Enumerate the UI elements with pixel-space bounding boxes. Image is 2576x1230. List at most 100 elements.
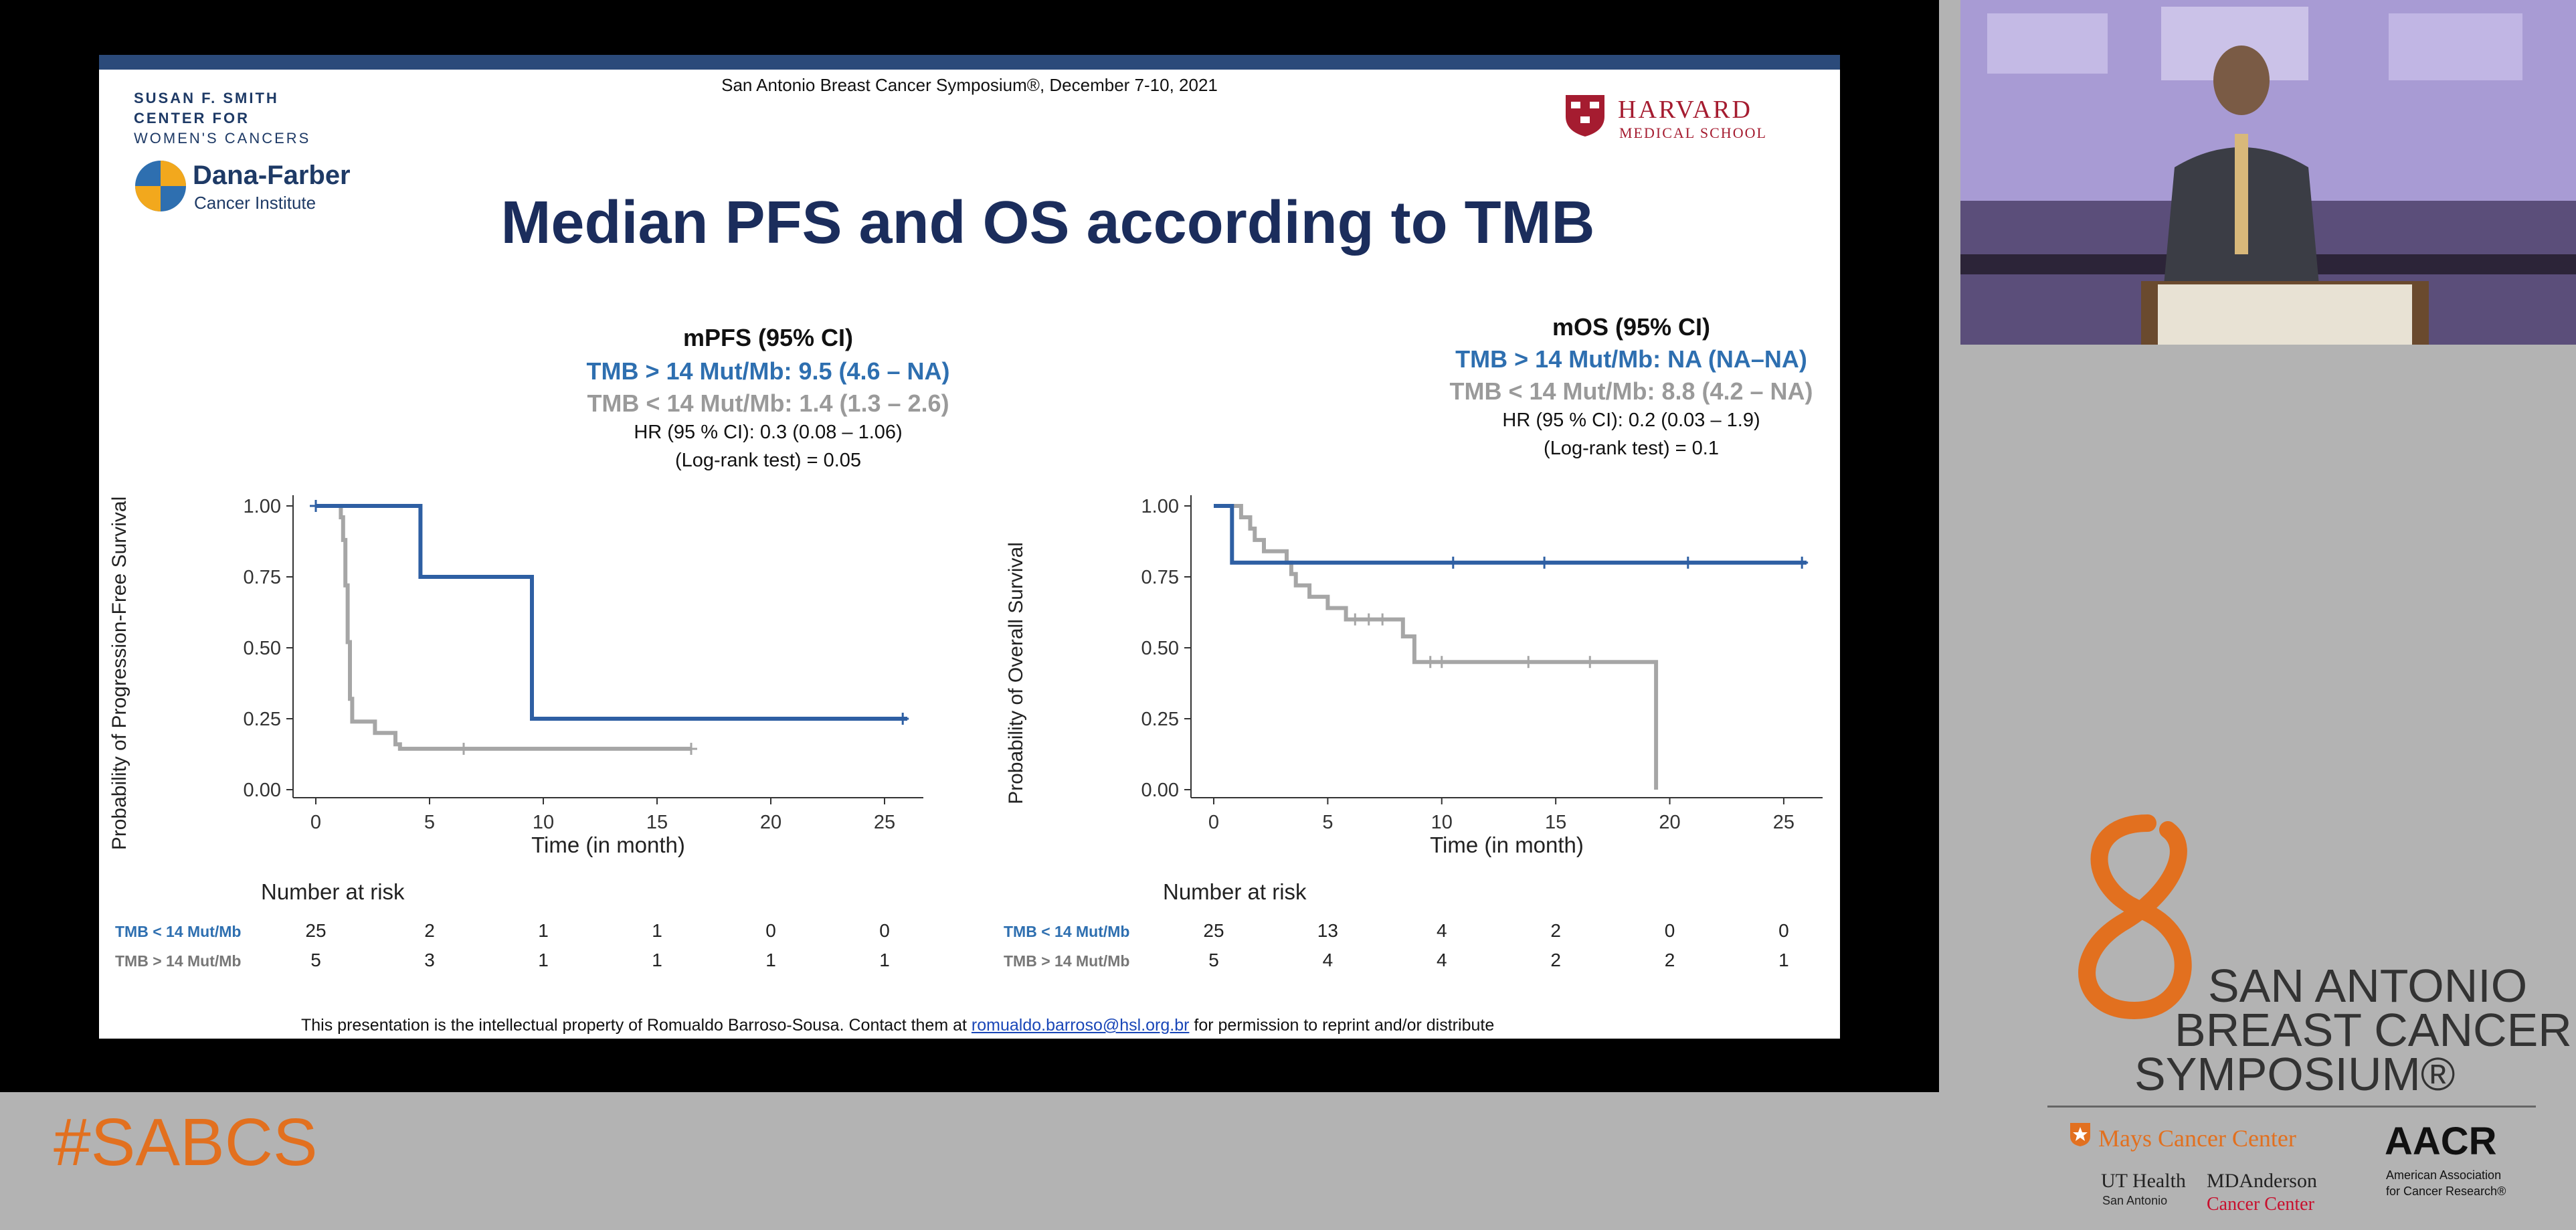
pfs-series-high-line (316, 504, 907, 721)
os-ytick-label: 0.00 (1141, 780, 1179, 801)
hashtag: #SABCS (54, 1105, 318, 1180)
os-ytick-label: 1.00 (1141, 496, 1179, 517)
symposium-line1: SAN ANTONIO (2208, 960, 2528, 1012)
dana-farber-sub: Cancer Institute (194, 193, 316, 213)
os-risk-value: 25 (1203, 920, 1224, 941)
slide-footer: This presentation is the intellectual pr… (301, 1016, 1494, 1035)
smith-line1: SUSAN F. SMITH (134, 90, 279, 106)
aacr-logo: AACR (2385, 1120, 2497, 1163)
os-risk-value: 2 (1665, 950, 1675, 970)
pfs-logrank: (Log-rank test) = 0.05 (674, 450, 862, 471)
pfs-risk-value: 3 (424, 950, 435, 970)
pfs-xtick-label: 10 (533, 812, 554, 833)
pfs-xtick-label: 5 (424, 812, 435, 833)
os-risk-value: 2 (1550, 920, 1561, 941)
pfs-hr: HR (95 % CI): 0.3 (0.08 – 1.06) (634, 422, 903, 443)
os-risk-value: 4 (1437, 920, 1447, 941)
os-risk-row-label: TMB < 14 Mut/Mb (1004, 923, 1129, 940)
os-xtick-label: 5 (1322, 812, 1333, 833)
os-risk-value: 0 (1665, 920, 1675, 941)
pfs-heading: mPFS (95% CI) (682, 324, 854, 351)
pfs-risk-value: 1 (652, 920, 662, 941)
os-risk-row-label: TMB > 14 Mut/Mb (1004, 952, 1129, 970)
footer-email-link[interactable]: romualdo.barroso@hsl.org.br (971, 1016, 1190, 1035)
os-xtick-label: 10 (1431, 812, 1453, 833)
pfs-risk-value: 1 (652, 950, 662, 970)
footer-prefix: This presentation is the intellectual pr… (301, 1016, 967, 1035)
harvard-name: HARVARD (1618, 96, 1752, 124)
os-risk-value: 1 (1778, 950, 1789, 970)
pfs-ytick-label: 0.75 (244, 567, 281, 588)
pfs-risk-value: 0 (765, 920, 776, 941)
video-stage: San Antonio Breast Cancer Symposium®, De… (0, 0, 1939, 1092)
pfs-risk-value: 2 (424, 920, 435, 941)
smith-center-logo: SUSAN F. SMITH CENTER FOR WOMEN'S CANCER… (134, 90, 310, 147)
os-hr: HR (95 % CI): 0.2 (0.03 – 1.9) (1502, 410, 1760, 431)
presentation-slide: San Antonio Breast Cancer Symposium®, De… (99, 55, 1840, 1039)
pfs-xtick-label: 15 (646, 812, 668, 833)
os-series-high-line (1214, 504, 1807, 565)
sabcs-ribbon-icon (2041, 810, 2215, 1024)
pfs-risk-value: 25 (305, 920, 326, 941)
os-xtick-label: 0 (1208, 812, 1219, 833)
pfs-high-stat: TMB > 14 Mut/Mb: 9.5 (4.6 – NA) (586, 357, 950, 385)
aacr-sub2: for Cancer Research® (2386, 1184, 2506, 1198)
os-xtick-label: 25 (1773, 812, 1795, 833)
pfs-ytick-label: 0.00 (244, 780, 281, 801)
os-heading: mOS (95% CI) (1552, 313, 1711, 341)
mays-star-icon (2067, 1122, 2093, 1147)
os-xtick-label: 20 (1659, 812, 1680, 833)
pfs-x-axis-label: Time (in month) (531, 832, 685, 857)
os-ytick-label: 0.25 (1141, 709, 1179, 730)
sponsor-divider (2047, 1106, 2536, 1108)
os-high-stat: TMB > 14 Mut/Mb: NA (NA–NA) (1455, 345, 1807, 373)
symposium-line3: SYMPOSIUM® (2134, 1048, 2456, 1100)
pfs-risk-title: Number at risk (261, 879, 405, 904)
conference-line: San Antonio Breast Cancer Symposium®, De… (721, 75, 1218, 95)
os-risk-value: 4 (1323, 950, 1333, 970)
pfs-ytick-label: 1.00 (244, 496, 281, 517)
pfs-risk-value: 0 (879, 920, 890, 941)
pfs-risk-row-label: TMB < 14 Mut/Mb (115, 923, 241, 940)
ut-sub: San Antonio (2102, 1194, 2168, 1207)
speaker-video (1960, 0, 2576, 345)
slide-title: Median PFS and OS according to TMB (500, 189, 1595, 256)
smith-line3: WOMEN'S CANCERS (134, 130, 311, 147)
os-risk-value: 2 (1550, 950, 1561, 970)
pfs-risk-value: 1 (538, 950, 549, 970)
os-low-stat: TMB < 14 Mut/Mb: 8.8 (4.2 – NA) (1449, 377, 1813, 405)
pfs-ytick-label: 0.25 (244, 709, 281, 730)
footer-suffix: for permission to reprint and/or distrib… (1194, 1016, 1495, 1035)
pfs-xtick-label: 20 (760, 812, 781, 833)
ut-health: UT Health (2101, 1170, 2186, 1192)
dana-farber-name: Dana-Farber (193, 161, 351, 190)
mdanderson-sub: Cancer Center (2207, 1194, 2314, 1215)
pfs-low-stat: TMB < 14 Mut/Mb: 1.4 (1.3 – 2.6) (587, 389, 949, 417)
os-risk-value: 4 (1437, 950, 1447, 970)
os-x-axis-label: Time (in month) (1430, 832, 1584, 857)
os-ytick-label: 0.50 (1141, 638, 1179, 659)
os-risk-title: Number at risk (1163, 879, 1307, 904)
slide-top-bar (99, 55, 1840, 70)
smith-line2: CENTER FOR (134, 110, 250, 126)
pfs-ytick-label: 0.50 (244, 638, 281, 659)
os-y-axis-label: Probability of Overall Survival (1005, 542, 1027, 804)
symposium-line2: BREAST CANCER (2175, 1004, 2572, 1056)
pfs-risk-value: 1 (879, 950, 890, 970)
mays-name: Mays Cancer Center (2098, 1125, 2296, 1152)
pfs-risk-row-label: TMB > 14 Mut/Mb (115, 952, 241, 970)
mdanderson: MDAnderson (2207, 1170, 2317, 1192)
pfs-y-axis-label: Probability of Progression-Free Survival (108, 497, 130, 851)
os-risk-value: 13 (1317, 920, 1338, 941)
os-risk-value: 5 (1208, 950, 1219, 970)
os-series-low-line (1214, 504, 1659, 790)
pfs-risk-value: 1 (765, 950, 776, 970)
pfs-series-low-line (316, 504, 691, 751)
harvard-shield-icon (1564, 94, 1606, 138)
aacr-sub1: American Association (2386, 1168, 2502, 1182)
pfs-xtick-label: 25 (874, 812, 895, 833)
os-xtick-label: 15 (1545, 812, 1566, 833)
